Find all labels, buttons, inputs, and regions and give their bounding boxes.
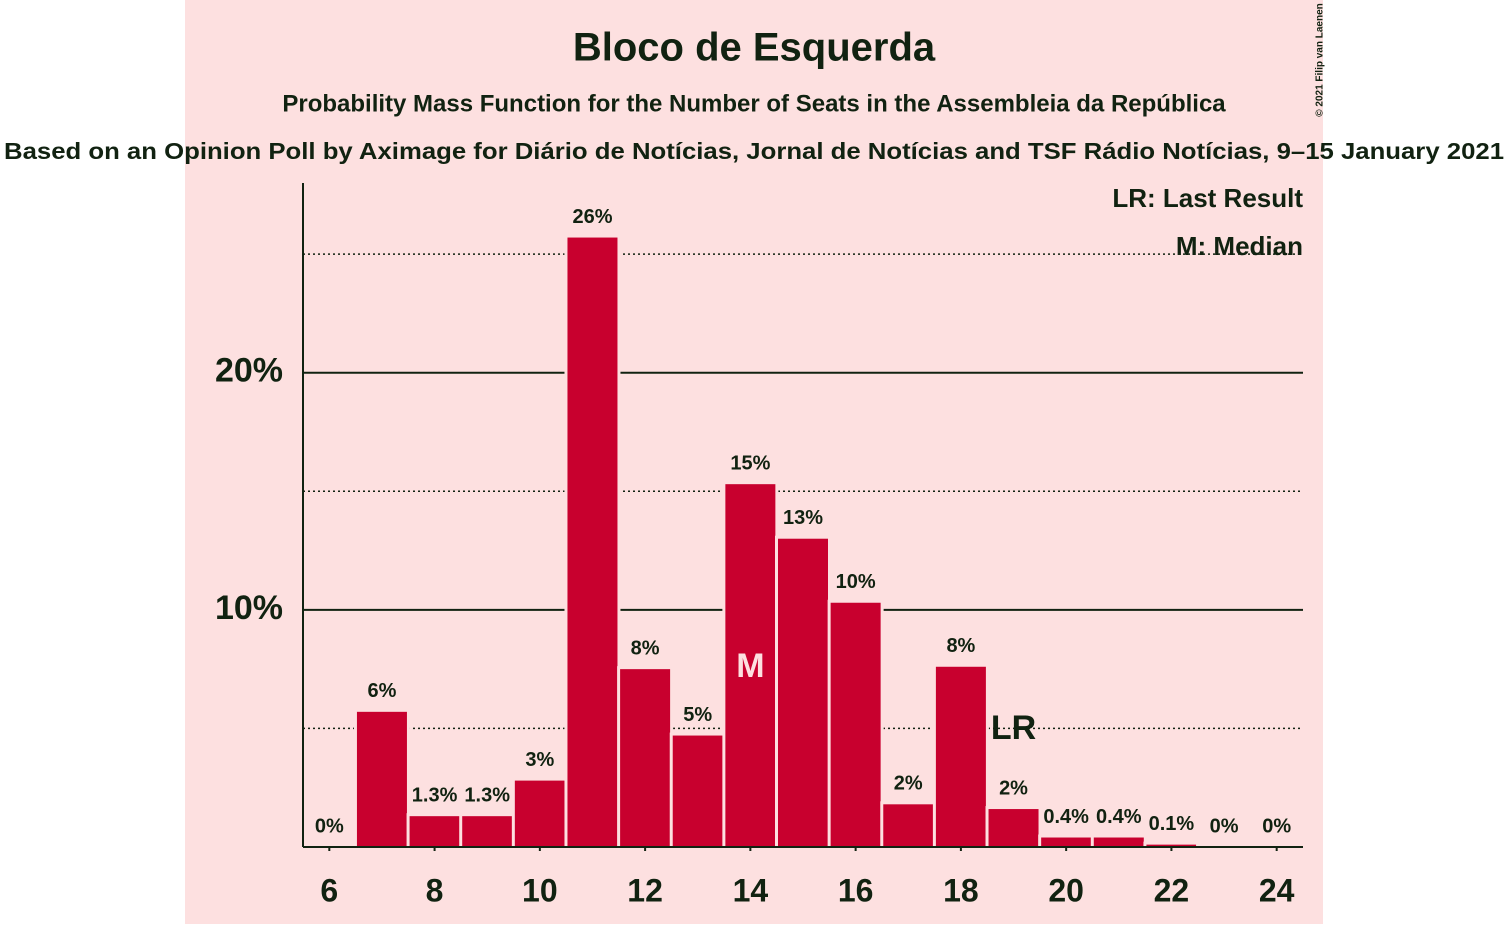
x-tick-label: 16	[838, 872, 874, 908]
bar	[514, 780, 565, 847]
bar	[778, 538, 828, 847]
bar	[567, 237, 618, 848]
value-label: 0%	[1262, 815, 1291, 837]
bar	[672, 735, 723, 847]
bar	[988, 809, 1039, 847]
last-result-marker: LR	[991, 709, 1036, 747]
value-label: 0%	[1210, 815, 1239, 837]
bar-gap	[1248, 844, 1305, 847]
copyright: © 2021 Filip van Laenen	[1315, 3, 1326, 117]
legend-entry: LR: Last Result	[1112, 183, 1303, 213]
value-label: 8%	[946, 635, 975, 657]
y-tick-label: 20%	[215, 352, 283, 390]
value-label: 10%	[836, 571, 876, 593]
x-tick-label: 10	[522, 872, 558, 908]
value-label: 0.1%	[1149, 813, 1195, 835]
value-label: 3%	[525, 749, 554, 771]
bar	[620, 669, 671, 847]
value-label: 0.4%	[1096, 806, 1142, 828]
y-tick-label: 10%	[215, 589, 283, 627]
bar	[1146, 844, 1197, 847]
x-tick-label: 14	[733, 872, 769, 908]
x-tick-label: 12	[627, 872, 663, 908]
value-label: 13%	[783, 507, 823, 529]
bar	[356, 711, 407, 847]
bar-gap	[1143, 841, 1200, 847]
value-label: 26%	[572, 206, 612, 228]
legend-entry: M: Median	[1176, 231, 1303, 261]
bar-gap	[301, 844, 358, 847]
x-tick-label: 20	[1048, 872, 1084, 908]
chart-caption: Based on an Opinion Poll by Aximage for …	[4, 138, 1504, 164]
value-label: 6%	[367, 680, 396, 702]
bar	[462, 816, 513, 847]
value-label: 2%	[894, 773, 923, 795]
value-label: 0%	[315, 815, 344, 837]
bar	[1093, 837, 1144, 847]
value-label: 5%	[683, 704, 712, 726]
x-tick-label: 22	[1154, 872, 1190, 908]
bar	[1041, 837, 1092, 847]
bar	[409, 816, 460, 847]
x-tick-label: 8	[426, 872, 444, 908]
chart-title: Bloco de Esquerda	[573, 26, 936, 70]
value-label: 0.4%	[1043, 806, 1089, 828]
value-label: 2%	[999, 777, 1028, 799]
chart-subtitle: Probability Mass Function for the Number…	[282, 90, 1226, 117]
value-label: 8%	[631, 637, 660, 659]
median-marker: M	[736, 647, 764, 685]
value-label: 1.3%	[464, 784, 510, 806]
x-tick-label: 18	[943, 872, 979, 908]
value-label: 1.3%	[412, 784, 458, 806]
bar	[935, 666, 986, 847]
x-tick-label: 6	[320, 872, 338, 908]
x-tick-label: 24	[1259, 872, 1295, 908]
value-label: 15%	[730, 452, 770, 474]
bar	[883, 804, 934, 847]
bar	[725, 484, 776, 847]
bar	[830, 602, 881, 847]
bar-gap	[1196, 844, 1253, 847]
